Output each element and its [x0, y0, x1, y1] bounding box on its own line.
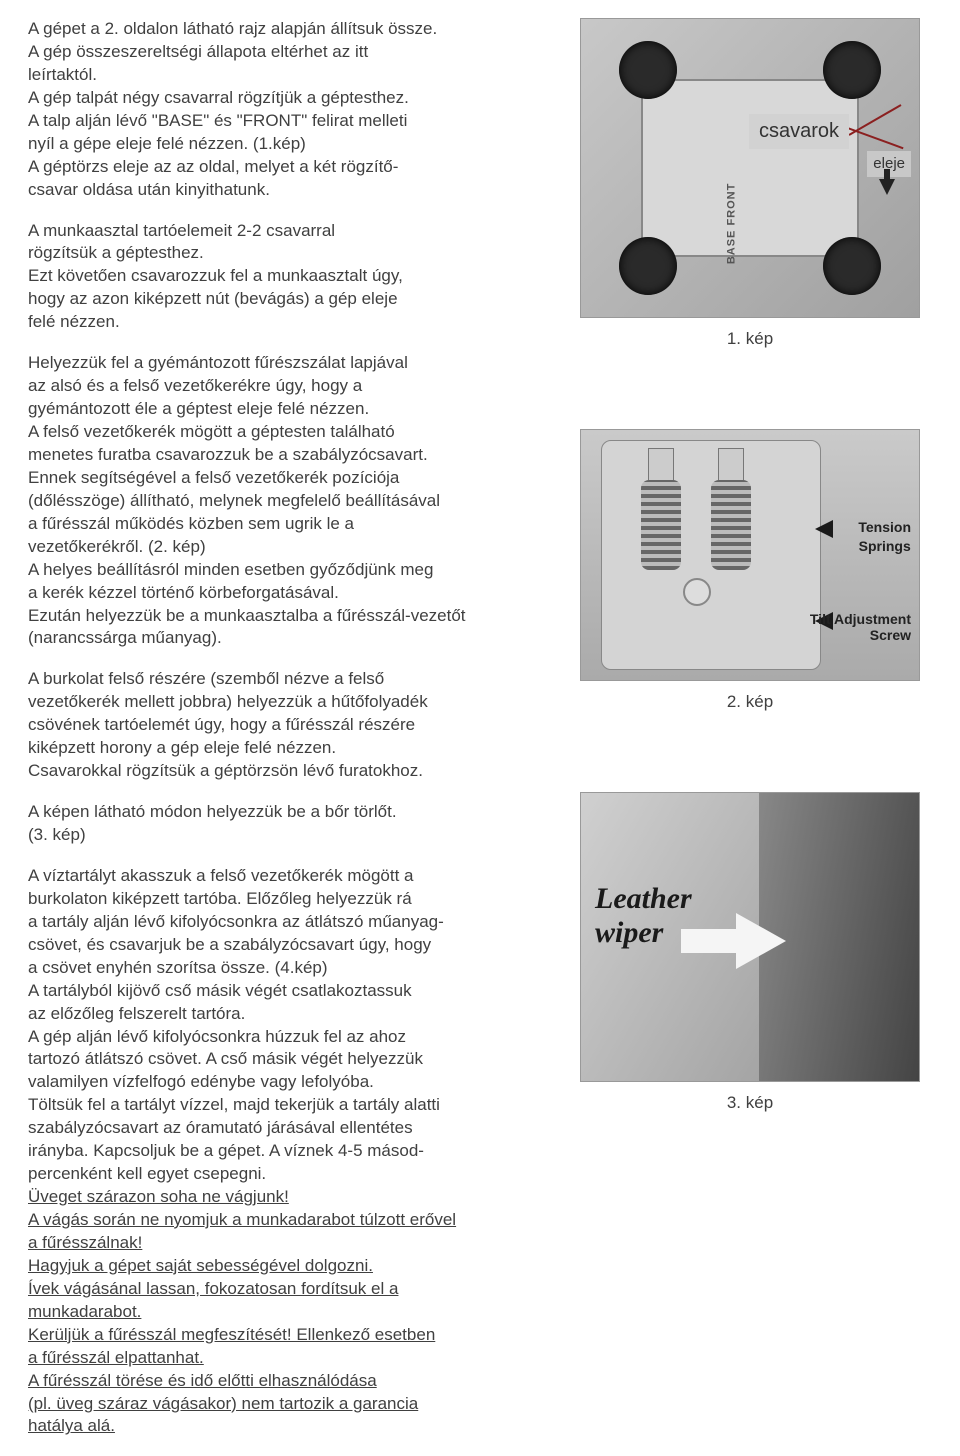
- figure-2-caption: 2. kép: [580, 691, 920, 714]
- wheel-icon: [823, 237, 881, 295]
- label-csavarok: csavarok: [749, 114, 849, 149]
- warning-line: Kerüljük a fűrésszál megfeszítését! Elle…: [28, 1324, 548, 1347]
- down-arrow-icon: [879, 179, 895, 195]
- paragraph-6: A víztartályt akasszuk a felső vezetőker…: [28, 865, 548, 1438]
- text-line: a fűrésszál működés közben sem ugrik le …: [28, 513, 548, 536]
- text-line: A felső vezetőkerék mögött a géptesten t…: [28, 421, 548, 444]
- text-column: A gépet a 2. oldalon látható rajz alapjá…: [28, 18, 548, 1438]
- figure-1-image: csavarok eleje BASE FRONT: [580, 18, 920, 318]
- text-line: valamilyen vízfelfogó edénybe vagy lefol…: [28, 1071, 548, 1094]
- text-line: A gép alján lévő kifolyócsonkra húzzuk f…: [28, 1026, 548, 1049]
- paragraph-2: A munkaasztal tartóelemeit 2-2 csavarral…: [28, 220, 548, 335]
- text-line: rögzítsük a géptesthez.: [28, 242, 548, 265]
- text-line: A gép talpát négy csavarral rögzítjük a …: [28, 87, 548, 110]
- text-line: Csavarokkal rögzítsük a géptörzsön lévő …: [28, 760, 548, 783]
- figure-3-caption: 3. kép: [580, 1092, 920, 1115]
- paragraph-1: A gépet a 2. oldalon látható rajz alapjá…: [28, 18, 548, 202]
- warning-line: A vágás során ne nyomjuk a munkadarabot …: [28, 1209, 548, 1232]
- warning-line: (pl. üveg száraz vágásakor) nem tartozik…: [28, 1393, 548, 1416]
- adjustment-knob-icon: [683, 578, 711, 606]
- text-line: A munkaasztal tartóelemeit 2-2 csavarral: [28, 220, 548, 243]
- text-line: a csövet enyhén szorítsa össze. (4.kép): [28, 957, 548, 980]
- figure-3-image: Leather wiper: [580, 792, 920, 1082]
- paragraph-3: Helyezzük fel a gyémántozott fűrészszála…: [28, 352, 548, 650]
- label-tension-springs: Tension Springs: [858, 518, 911, 556]
- text-line: csövének tartóelemét úgy, hogy a fűréssz…: [28, 714, 548, 737]
- left-arrow-icon: [815, 520, 833, 538]
- paragraph-5: A képen látható módon helyezzük be a bőr…: [28, 801, 548, 847]
- text-line: Ezt követően csavarozzuk fel a munkaaszt…: [28, 265, 548, 288]
- figure-2-image: Tension Springs Tilt Adjustment Screw: [580, 429, 920, 681]
- wheel-icon: [619, 237, 677, 295]
- text-line: burkolaton kiképzett tartóba. Előzőleg h…: [28, 888, 548, 911]
- text-line: Ennek segítségével a felső vezetőkerék p…: [28, 467, 548, 490]
- text-line: tartozó átlátszó csövet. A cső másik vég…: [28, 1048, 548, 1071]
- text-line: A géptörzs eleje az az oldal, melyet a k…: [28, 156, 548, 179]
- text-line: leírtaktól.: [28, 64, 548, 87]
- text-line: vezetőkerék mellett jobbra) helyezzük a …: [28, 691, 548, 714]
- text-line: A helyes beállításról minden esetben győ…: [28, 559, 548, 582]
- text-line: gyémántozott éle a géptest eleje felé né…: [28, 398, 548, 421]
- text-line: irányba. Kapcsoljuk be a gépet. A víznek…: [28, 1140, 548, 1163]
- warning-line: munkadarabot.: [28, 1301, 548, 1324]
- wheel-icon: [823, 41, 881, 99]
- warning-line: hatálya alá.: [28, 1415, 548, 1438]
- label-text: Springs: [859, 538, 911, 554]
- label-wiper: wiper: [595, 913, 663, 954]
- label-text: Tension: [858, 519, 911, 535]
- base-plate-shape: [641, 79, 859, 257]
- text-line: A burkolat felső részére (szemből nézve …: [28, 668, 548, 691]
- label-screw: Screw: [870, 626, 911, 645]
- figure-1: csavarok eleje BASE FRONT 1. kép: [580, 18, 920, 351]
- warning-line: Ívek vágásánal lassan, fokozatosan fordí…: [28, 1278, 548, 1301]
- warning-line: Üveget szárazon soha ne vágjunk!: [28, 1186, 548, 1209]
- text-line: az alsó és a felső vezetőkerékre úgy, ho…: [28, 375, 548, 398]
- label-base-front: BASE FRONT: [724, 183, 739, 265]
- text-line: a kerék kézzel történő körbeforgatásával…: [28, 582, 548, 605]
- text-line: Ezután helyezzük be a munkaasztalba a fű…: [28, 605, 548, 628]
- figure-2: Tension Springs Tilt Adjustment Screw 2.…: [580, 429, 920, 714]
- text-line: csavar oldása után kinyithatunk.: [28, 179, 548, 202]
- text-line: felé nézzen.: [28, 311, 548, 334]
- pointer-arrow-icon: [736, 913, 786, 969]
- warning-line: a fűrésszál elpattanhat.: [28, 1347, 548, 1370]
- text-line: Helyezzük fel a gyémántozott fűrészszála…: [28, 352, 548, 375]
- warning-line: A fűrésszál törése és idő előtti elhaszn…: [28, 1370, 548, 1393]
- text-line: csövet, és csavarjuk be a szabályzócsava…: [28, 934, 548, 957]
- text-line: menetes furatba csavarozzuk be a szabály…: [28, 444, 548, 467]
- text-line: Töltsük fel a tartályt vízzel, majd teke…: [28, 1094, 548, 1117]
- image-column: csavarok eleje BASE FRONT 1. kép Tension…: [568, 18, 932, 1438]
- warning-line: a fűrésszálnak!: [28, 1232, 548, 1255]
- text-line: A víztartályt akasszuk a felső vezetőker…: [28, 865, 548, 888]
- text-line: (narancssárga műanyag).: [28, 627, 548, 650]
- text-line: A képen látható módon helyezzük be a bőr…: [28, 801, 548, 824]
- text-line: A talp alján lévő "BASE" és "FRONT" feli…: [28, 110, 548, 133]
- text-line: A gép összeszereltségi állapota eltérhet…: [28, 41, 548, 64]
- spring-icon: [641, 480, 681, 570]
- spring-icon: [711, 480, 751, 570]
- text-line: szabályzócsavart az óramutató járásával …: [28, 1117, 548, 1140]
- text-line: kiképzett horony a gép eleje felé nézzen…: [28, 737, 548, 760]
- paragraph-4: A burkolat felső részére (szemből nézve …: [28, 668, 548, 783]
- wheel-icon: [619, 41, 677, 99]
- text-line: percenként kell egyet csepegni.: [28, 1163, 548, 1186]
- text-line: (3. kép): [28, 824, 548, 847]
- text-line: A tartályból kijövő cső másik végét csat…: [28, 980, 548, 1003]
- text-line: A gépet a 2. oldalon látható rajz alapjá…: [28, 18, 548, 41]
- pointer-arrow-icon: [681, 929, 741, 953]
- text-line: a tartály alján lévő kifolyócsonkra az á…: [28, 911, 548, 934]
- text-line: nyíl a gépe eleje felé nézzen. (1.kép): [28, 133, 548, 156]
- text-line: vezetőkerékről. (2. kép): [28, 536, 548, 559]
- figure-3: Leather wiper 3. kép: [580, 792, 920, 1115]
- figure-1-caption: 1. kép: [580, 328, 920, 351]
- text-line: hogy az azon kiképzett nút (bevágás) a g…: [28, 288, 548, 311]
- text-line: az előzőleg felszerelt tartóra.: [28, 1003, 548, 1026]
- text-line: (dőlésszöge) állítható, melynek megfelel…: [28, 490, 548, 513]
- warning-line: Hagyjuk a gépet saját sebességével dolgo…: [28, 1255, 548, 1278]
